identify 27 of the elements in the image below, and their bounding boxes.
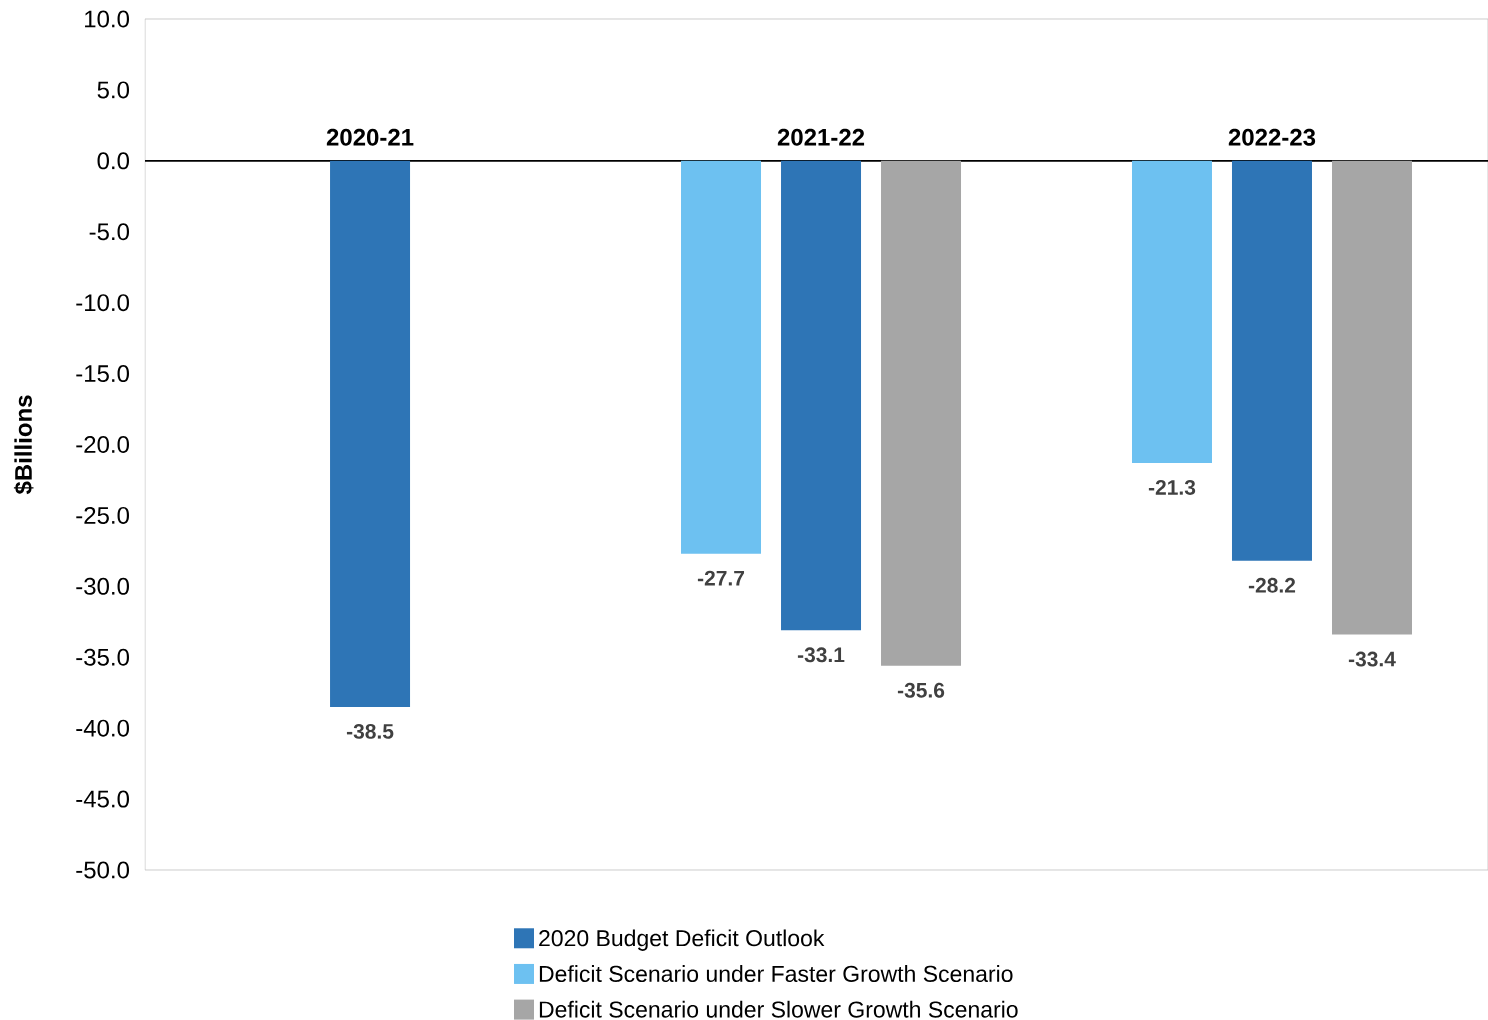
y-tick-label: -50.0 (76, 861, 130, 879)
data-label: -38.5 (346, 723, 394, 739)
y-tick-label: 5.0 (97, 81, 130, 99)
y-tick-label: -25.0 (76, 506, 130, 524)
y-tick-label: -30.0 (76, 577, 130, 595)
y-tick-label: -45.0 (76, 790, 130, 808)
legend-label: Deficit Scenario under Faster Growth Scenario (539, 965, 1013, 982)
data-label: -28.2 (1248, 577, 1296, 593)
y-tick-label: -10.0 (76, 294, 130, 312)
y-axis-title: $Billions (13, 395, 34, 495)
legend-label: Deficit Scenario under Slower Growth Scenario (539, 1000, 1018, 1018)
y-tick-label: -5.0 (89, 223, 130, 241)
data-label: -33.1 (797, 647, 845, 663)
y-tick-label: 0.0 (97, 152, 130, 170)
y-tick-label: 10.0 (85, 10, 130, 28)
data-label: -21.3 (1148, 480, 1196, 495)
x-tick-label: 2020-21 (326, 128, 414, 146)
y-tick-label: -15.0 (76, 365, 130, 383)
legend-label: 2020 Budget Deficit Outlook (539, 929, 825, 951)
x-tick-label: 2021-22 (777, 128, 865, 146)
data-label: -33.4 (1348, 651, 1396, 667)
data-label: -27.7 (697, 570, 745, 586)
data-label: -35.6 (897, 682, 945, 698)
y-tick-label: -20.0 (76, 436, 130, 453)
x-tick-label: 2022-23 (1228, 128, 1316, 146)
y-tick-label: -40.0 (76, 719, 130, 737)
y-tick-label: -35.0 (76, 648, 130, 666)
